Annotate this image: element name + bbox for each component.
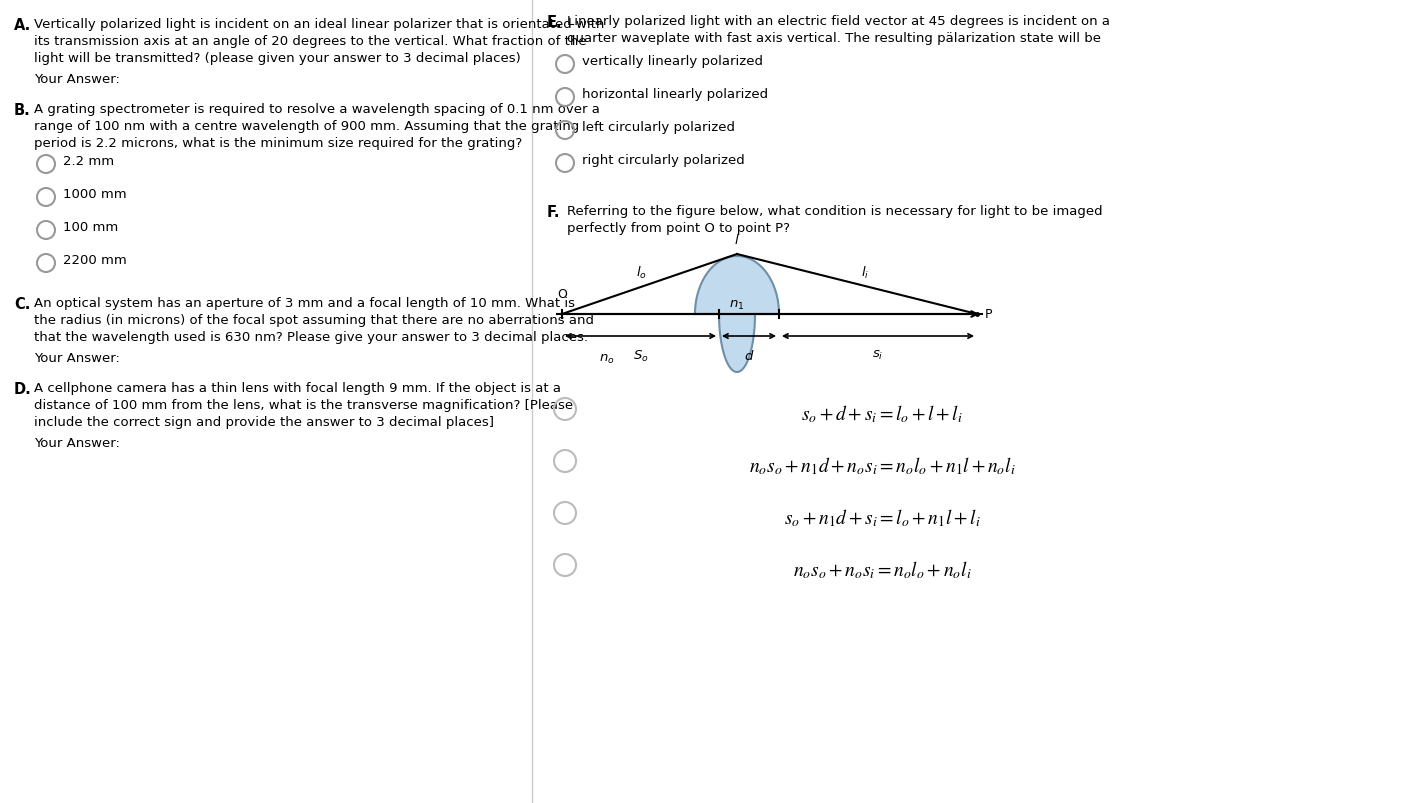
Text: $s_o + d + s_i = l_o + l + l_i$: $s_o + d + s_i = l_o + l + l_i$ [801,402,963,424]
Text: Linearly polarized light with an electric field vector at 45 degrees is incident: Linearly polarized light with an electri… [567,15,1110,45]
Text: Referring to the figure below, what condition is necessary for light to be image: Referring to the figure below, what cond… [567,205,1102,234]
Text: $l_i$: $l_i$ [861,264,869,281]
Text: P: P [985,308,993,321]
Text: $s_i$: $s_i$ [872,349,883,361]
Text: $n_os_o + n_os_i = n_ol_o + n_ol_i$: $n_os_o + n_os_i = n_ol_o + n_ol_i$ [792,558,971,580]
Text: $l$: $l$ [734,233,740,247]
Text: horizontal linearly polarized: horizontal linearly polarized [582,88,768,101]
Text: $n_1$: $n_1$ [730,298,744,311]
Text: C.: C. [14,296,30,312]
Text: E.: E. [547,15,562,30]
Text: $n_o$: $n_o$ [599,353,615,365]
Text: $d$: $d$ [744,349,754,362]
Text: Your Answer:: Your Answer: [34,437,119,450]
Text: $s_o + n_1d + s_i = l_o + n_1l + l_i$: $s_o + n_1d + s_i = l_o + n_1l + l_i$ [784,507,980,528]
Text: 100 mm: 100 mm [62,221,118,234]
Text: 2.2 mm: 2.2 mm [62,155,114,168]
Text: 2200 mm: 2200 mm [62,254,126,267]
Text: $S_o$: $S_o$ [633,349,649,364]
Text: A cellphone camera has a thin lens with focal length 9 mm. If the object is at a: A cellphone camera has a thin lens with … [34,381,574,429]
Text: 1000 mm: 1000 mm [62,188,126,201]
Text: Your Answer:: Your Answer: [34,352,119,365]
Text: left circularly polarized: left circularly polarized [582,120,736,134]
Text: A grating spectrometer is required to resolve a wavelength spacing of 0.1 nm ove: A grating spectrometer is required to re… [34,103,599,150]
Text: A.: A. [14,18,31,33]
Text: An optical system has an aperture of 3 mm and a focal length of 10 mm. What is
t: An optical system has an aperture of 3 m… [34,296,594,344]
Text: O: O [557,287,567,300]
Text: Your Answer:: Your Answer: [34,73,119,86]
Text: B.: B. [14,103,31,118]
Text: right circularly polarized: right circularly polarized [582,154,744,167]
Text: vertically linearly polarized: vertically linearly polarized [582,55,763,68]
Text: $l_o$: $l_o$ [636,264,648,281]
Text: F.: F. [547,205,561,220]
Text: Vertically polarized light is incident on an ideal linear polarizer that is orie: Vertically polarized light is incident o… [34,18,605,65]
Text: D.: D. [14,381,31,397]
Polygon shape [694,257,780,373]
Text: $n_os_o + n_1d + n_os_i = n_ol_o + n_1l + n_ol_i$: $n_os_o + n_1d + n_os_i = n_ol_o + n_1l … [748,454,1015,476]
